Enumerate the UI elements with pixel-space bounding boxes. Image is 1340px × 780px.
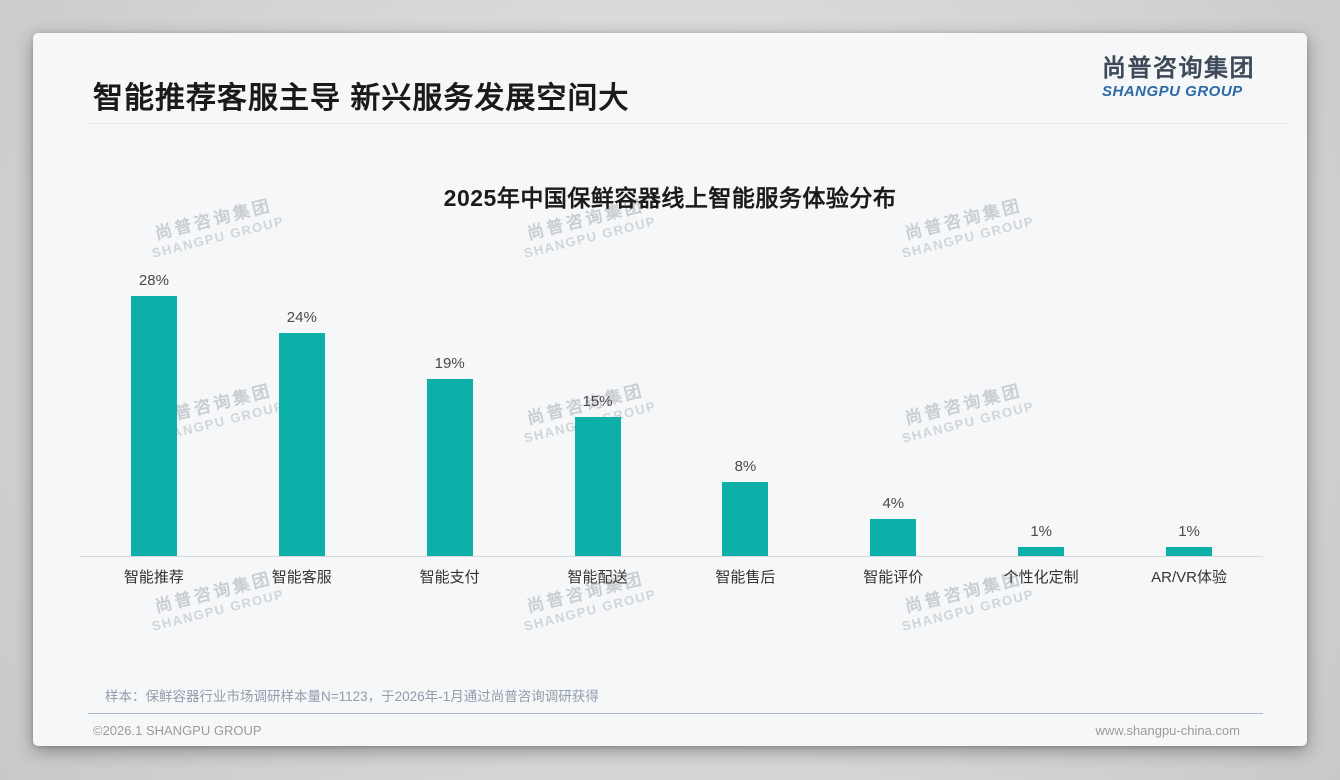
footer-divider: [88, 713, 1263, 714]
x-axis-labels: 智能推荐 智能客服 智能支付 智能配送 智能售后 智能评价 个性化定制 AR/VR体验: [80, 566, 1263, 587]
logo-cn-text: 尚普咨询集团: [1102, 55, 1255, 82]
watermark-en-text: SHANGPU GROUP: [522, 213, 658, 261]
bar-column: 8%: [672, 458, 820, 556]
bar-chart-plot: 28% 24% 19% 15% 8% 4% 1% 1%: [80, 266, 1263, 556]
x-axis-label: 智能客服: [271, 569, 332, 586]
bar-column: 1%: [1115, 523, 1263, 556]
bar-column: 24%: [228, 309, 376, 556]
bar-value-label: 1%: [1030, 522, 1053, 540]
bar-column: 15%: [524, 392, 672, 556]
header-divider: [88, 123, 1290, 124]
x-axis-label: 智能配送: [567, 569, 628, 586]
bar-value-label: 8%: [734, 457, 757, 475]
logo-en-text: SHANGPU GROUP: [1102, 82, 1243, 100]
watermark-en-text: SHANGPU GROUP: [900, 213, 1036, 261]
x-axis-label: 智能支付: [419, 569, 480, 586]
bar-value-label: 15%: [582, 392, 613, 410]
copyright-text: ©2026.1 SHANGPU GROUP: [93, 723, 262, 738]
watermark-en-text: SHANGPU GROUP: [900, 586, 1036, 634]
bar-column: 4%: [819, 495, 967, 556]
sample-note: 样本：保鲜容器行业市场调研样本量N=1123，于2026年-1月通过尚普咨询调研…: [105, 689, 599, 704]
bar-value-label: 24%: [286, 308, 317, 326]
x-axis-label: 智能推荐: [123, 569, 184, 586]
watermark-en-text: SHANGPU GROUP: [150, 213, 286, 261]
watermark-en-text: SHANGPU GROUP: [150, 586, 286, 634]
watermark-en-text: SHANGPU GROUP: [522, 586, 658, 634]
bar: [130, 295, 177, 556]
website-url: www.shangpu-china.com: [1095, 723, 1240, 738]
bar: [870, 518, 917, 556]
company-logo: 尚普咨询集团 SHANGPU GROUP: [1102, 55, 1255, 100]
x-axis-label: 智能评价: [863, 569, 924, 586]
footer: ©2026.1 SHANGPU GROUP www.shangpu-china.…: [93, 723, 1240, 738]
x-axis-label: 个性化定制: [1003, 569, 1079, 586]
bar: [722, 481, 769, 556]
chart-title: 2025年中国保鲜容器线上智能服务体验分布: [443, 185, 897, 211]
slide-card: 尚普咨询集团 SHANGPU GROUP 尚普咨询集团 SHANGPU GROUP 尚普…: [33, 33, 1307, 746]
x-axis-label: AR/VR体验: [1151, 569, 1227, 586]
page-title: 智能推荐客服主导 新兴服务发展空间大: [93, 82, 630, 115]
bar-value-label: 1%: [1178, 522, 1200, 540]
bar: [426, 379, 473, 556]
bar-value-label: 4%: [882, 494, 905, 512]
bar-column: 1%: [967, 523, 1115, 556]
x-axis-label: 智能售后: [715, 569, 776, 586]
bar: [1018, 546, 1065, 556]
bar-column: 19%: [376, 355, 524, 556]
bar: [278, 332, 325, 556]
x-axis-line: [80, 556, 1263, 557]
bar-value-label: 28%: [138, 271, 169, 289]
bar-column: 28%: [80, 272, 228, 556]
bar: [1166, 546, 1213, 556]
bar-value-label: 19%: [434, 355, 465, 373]
bar: [574, 416, 621, 556]
